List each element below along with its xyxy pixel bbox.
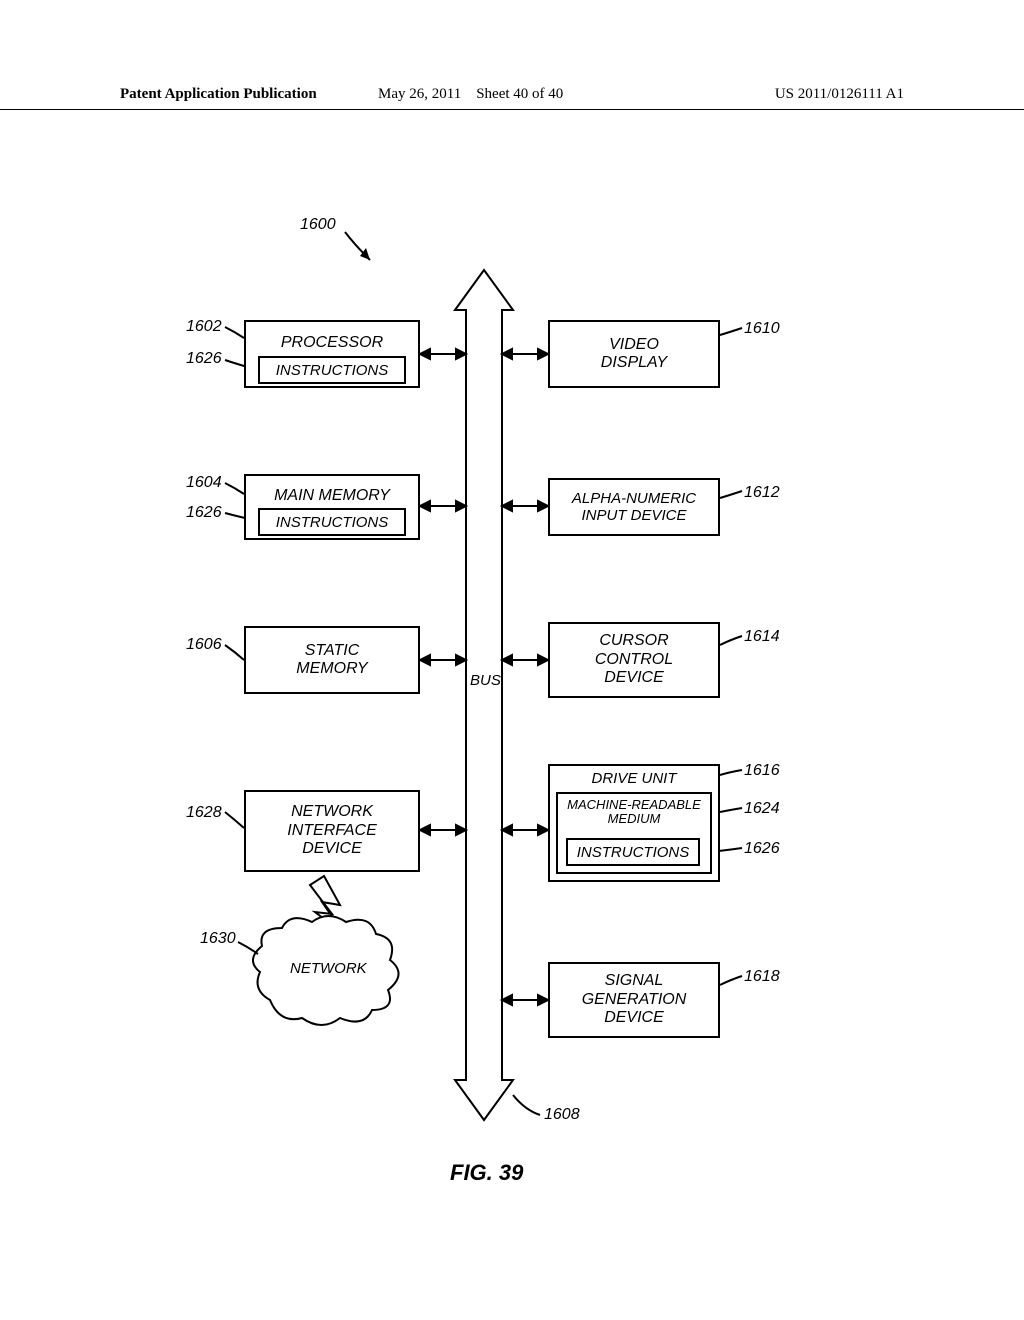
- block-drive-instructions: INSTRUCTIONS: [566, 838, 700, 866]
- label-alphanumeric: ALPHA-NUMERIC INPUT DEVICE: [572, 490, 696, 525]
- ref-1618: 1618: [744, 968, 780, 986]
- diagram: 1600 BUS 1608 PROCESSOR INSTRUCTIONS 160…: [0, 0, 1024, 1320]
- bus-arrow-svg: [0, 0, 1024, 1320]
- block-alphanumeric: ALPHA-NUMERIC INPUT DEVICE: [548, 478, 720, 536]
- ref-1628: 1628: [186, 804, 222, 822]
- figure-caption: FIG. 39: [450, 1160, 523, 1186]
- ref-1624: 1624: [744, 800, 780, 818]
- ref-1600: 1600: [300, 216, 336, 234]
- block-video-display: VIDEO DISPLAY: [548, 320, 720, 388]
- label-drive-instructions: INSTRUCTIONS: [577, 844, 690, 861]
- ref-1608: 1608: [544, 1106, 580, 1124]
- label-processor-instructions: INSTRUCTIONS: [276, 362, 389, 379]
- leaders-left: [225, 327, 258, 828]
- ref-1630: 1630: [200, 930, 236, 948]
- label-signal: SIGNAL GENERATION DEVICE: [582, 972, 687, 1027]
- connectors-left: [420, 349, 466, 835]
- block-nid: NETWORK INTERFACE DEVICE: [244, 790, 420, 872]
- ref-1612: 1612: [744, 484, 780, 502]
- ref-1602: 1602: [186, 318, 222, 336]
- leader-1608: [513, 1095, 540, 1115]
- label-cursor: CURSOR CONTROL DEVICE: [595, 632, 673, 687]
- label-main-memory-instructions: INSTRUCTIONS: [276, 514, 389, 531]
- connectors-right: [502, 349, 548, 1005]
- block-static-memory: STATIC MEMORY: [244, 626, 420, 694]
- leader-1630: [238, 942, 258, 954]
- ref-1626-c: 1626: [744, 840, 780, 858]
- network-label: NETWORK: [290, 960, 367, 977]
- page: Patent Application Publication May 26, 2…: [0, 0, 1024, 1320]
- block-cursor: CURSOR CONTROL DEVICE: [548, 622, 720, 698]
- bus-arrow: [455, 270, 513, 1120]
- label-drive-unit: DRIVE UNIT: [550, 770, 718, 787]
- block-main-memory-instructions: INSTRUCTIONS: [258, 508, 406, 536]
- ref-1614: 1614: [744, 628, 780, 646]
- ref-1610: 1610: [744, 320, 780, 338]
- label-static-memory: STATIC MEMORY: [296, 642, 367, 679]
- ref-1604: 1604: [186, 474, 222, 492]
- label-mrm: MACHINE-READABLE MEDIUM: [558, 798, 710, 827]
- ref-1606: 1606: [186, 636, 222, 654]
- block-processor-instructions: INSTRUCTIONS: [258, 356, 406, 384]
- label-nid: NETWORK INTERFACE DEVICE: [287, 803, 376, 858]
- block-signal: SIGNAL GENERATION DEVICE: [548, 962, 720, 1038]
- bus-label: BUS: [470, 672, 501, 689]
- ref-1616: 1616: [744, 762, 780, 780]
- label-processor: PROCESSOR: [281, 334, 383, 352]
- ref-1626-b: 1626: [186, 504, 222, 522]
- label-main-memory: MAIN MEMORY: [274, 487, 390, 505]
- label-video-display: VIDEO DISPLAY: [601, 336, 667, 373]
- ref-1626-a: 1626: [186, 350, 222, 368]
